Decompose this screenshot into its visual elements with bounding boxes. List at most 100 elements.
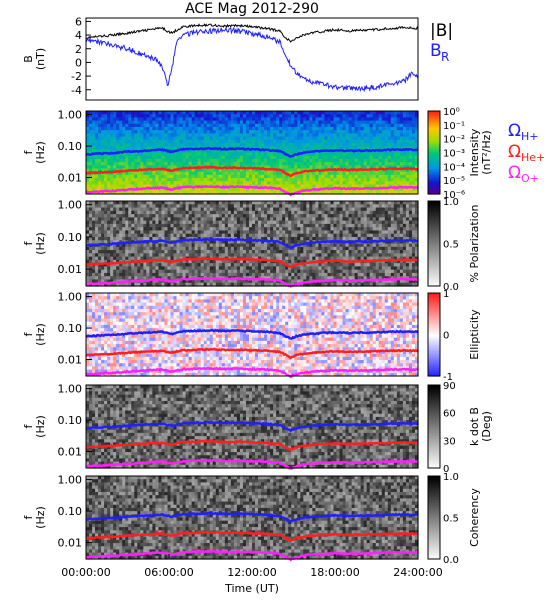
- x-axis: 00:00:00 06:00:00 12:00:00 18:00:00 24:00:00…: [61, 554, 443, 595]
- y-tick-label: 0.01: [58, 354, 83, 367]
- colorbar-tick-label: 1: [443, 289, 449, 300]
- colorbar: 1.0 0.5 0.0 % Polarization: [427, 197, 481, 293]
- legend-subscript: R: [441, 50, 449, 64]
- y-tick-label: -2: [71, 70, 82, 83]
- gyrofrequency-trace-2: [85, 184, 419, 197]
- y-tick-label: -4: [71, 84, 82, 97]
- y-tick-label: 6: [75, 15, 82, 28]
- colorbar-tick-label: 10⁻¹: [443, 121, 465, 132]
- gyrofrequency-trace-0: [85, 328, 419, 340]
- plot-area: [86, 18, 418, 100]
- colorbar-title: % Polarization: [468, 205, 481, 283]
- y-axis-label: (Hz): [34, 323, 47, 346]
- colorbar-tick-label: 0.0: [443, 282, 459, 293]
- x-tick-label: 12:00:00: [227, 566, 276, 579]
- y-tick-label: 0.01: [58, 172, 83, 185]
- y-tick-label: 2: [75, 43, 82, 56]
- y-tick-label: 1.00: [58, 109, 83, 122]
- y-tick-label: 1.00: [58, 383, 83, 396]
- gyro-legend-subscript: O+: [521, 172, 539, 185]
- y-axis-label: f: [22, 331, 35, 336]
- colorbar-frame: [427, 292, 441, 377]
- colorbar-tick-label: 10⁻⁶: [443, 190, 465, 201]
- y-tick-label: 0.01: [58, 263, 83, 276]
- colorbar-tick-label: 10⁻⁴: [443, 162, 465, 173]
- colorbar-tick-label: 90: [443, 381, 456, 392]
- spectrogram-cells: [86, 385, 419, 469]
- spectrogram-cells: [86, 293, 419, 377]
- y-axis-label: (Hz): [34, 415, 47, 438]
- x-axis-label: Time (UT): [224, 582, 279, 595]
- y-axis-label: f: [22, 514, 35, 519]
- x-tick-label: 24:00:00: [393, 566, 442, 579]
- gyro-legend-label: Ω: [508, 142, 521, 162]
- gyrofrequency-trace-2: [85, 549, 419, 562]
- y-tick-label: 1.00: [58, 199, 83, 212]
- gyrofrequency-trace-0: [85, 420, 419, 433]
- gyrofrequency-trace-1: [85, 439, 419, 452]
- y-tick-label: 0.10: [58, 231, 83, 244]
- y-tick-label: 0.10: [58, 505, 83, 518]
- y-tick-label: 0.01: [58, 537, 83, 550]
- y-tick-label: 4: [75, 29, 82, 42]
- legend-label: |B|: [430, 21, 453, 41]
- plot-frame: [85, 17, 419, 101]
- y-axis-label: f: [22, 240, 35, 245]
- gyrofrequency-trace-1: [85, 257, 419, 269]
- colorbar-frame: [427, 384, 441, 469]
- colorbar-tick-label: 30: [443, 436, 456, 447]
- panel-coherency: f (Hz) 1.00 0.10 0.01 1.0 0.5 0.0 Coherency: [22, 472, 481, 566]
- plot-frame: [85, 292, 419, 377]
- colorbar-tick-label: 0: [443, 331, 449, 342]
- y-tick-label: 0.10: [58, 140, 83, 153]
- gyrofrequency-trace-0: [85, 146, 419, 158]
- gyro-legend-label: Ω: [508, 121, 521, 141]
- colorbar-title: Ellipticity: [468, 309, 481, 360]
- colorbar-tick-label: 10⁻³: [443, 149, 465, 160]
- colorbar: 10⁰ 10⁻¹ 10⁻² 10⁻³ 10⁻⁴ 10⁻⁵ 10⁻⁶ Intensity (nT²…: [427, 107, 493, 201]
- colorbar-tick-label: -1: [443, 372, 453, 383]
- colorbar-title: Coherency: [468, 488, 481, 547]
- y-axis-label: (nT): [34, 48, 47, 70]
- y-tick-label: 0: [75, 56, 82, 69]
- x-tick-label: 00:00:00: [61, 566, 110, 579]
- spectrogram-cells: [86, 476, 419, 560]
- colorbar-tick-label: 0.5: [443, 240, 459, 251]
- colorbar-tick-label: 60: [443, 409, 456, 420]
- panel-intensity: f (Hz) 1.00 0.10 0.01 10⁰ 10⁻¹ 10⁻² 10⁻³ 10⁻⁴ 10⁻⁵…: [22, 107, 545, 201]
- y-axis-label: (Hz): [34, 141, 47, 164]
- colorbar-title: Intensity: [468, 128, 481, 176]
- y-tick-label: 0.01: [58, 446, 83, 459]
- panel-polarization: f (Hz) 1.00 0.10 0.01 1.0 0.5 0.0 % Polarization: [22, 197, 481, 293]
- plot-frame: [85, 384, 419, 469]
- gyrofrequency-trace-1: [85, 165, 419, 178]
- gyro-legend-subscript: He+: [521, 151, 545, 164]
- series-line-1: [85, 26, 419, 93]
- plot-frame: [85, 110, 419, 195]
- colorbar-title: k dot B: [468, 407, 481, 446]
- colorbar-tick-label: 1.0: [443, 197, 459, 208]
- x-tick-label: 06:00:00: [144, 566, 193, 579]
- gyro-legend-label: Ω: [508, 163, 521, 183]
- legend-label: B: [430, 41, 442, 61]
- colorbar-frame: [427, 200, 441, 287]
- series-line-0: [85, 23, 419, 43]
- colorbar-tick-label: 0: [443, 464, 449, 475]
- spectrogram-cells: [86, 111, 419, 195]
- y-axis-label: (Hz): [34, 232, 47, 255]
- gyrofrequency-trace-0: [85, 237, 418, 250]
- figure-title: ACE Mag 2012-290: [185, 1, 319, 17]
- gyrofrequency-trace-0: [85, 511, 419, 523]
- colorbar-subtitle: (Deg): [480, 411, 493, 442]
- colorbar-frame: [427, 475, 441, 560]
- colorbar-tick-label: 10⁰: [443, 107, 460, 118]
- colorbar-tick-label: 10⁻⁵: [443, 176, 465, 187]
- y-axis-label: f: [22, 149, 35, 154]
- y-axis-label: f: [22, 423, 35, 428]
- colorbar: 1 0 -1 Ellipticity: [427, 289, 481, 383]
- panel-kdotb: f (Hz) 1.00 0.10 0.01 90 60 30 0 k dot B (Deg): [22, 381, 493, 475]
- panel-ellipticity: f (Hz) 1.00 0.10 0.01 1 0 -1 Ellipticity: [22, 289, 481, 383]
- gyrofrequency-trace-2: [85, 366, 418, 379]
